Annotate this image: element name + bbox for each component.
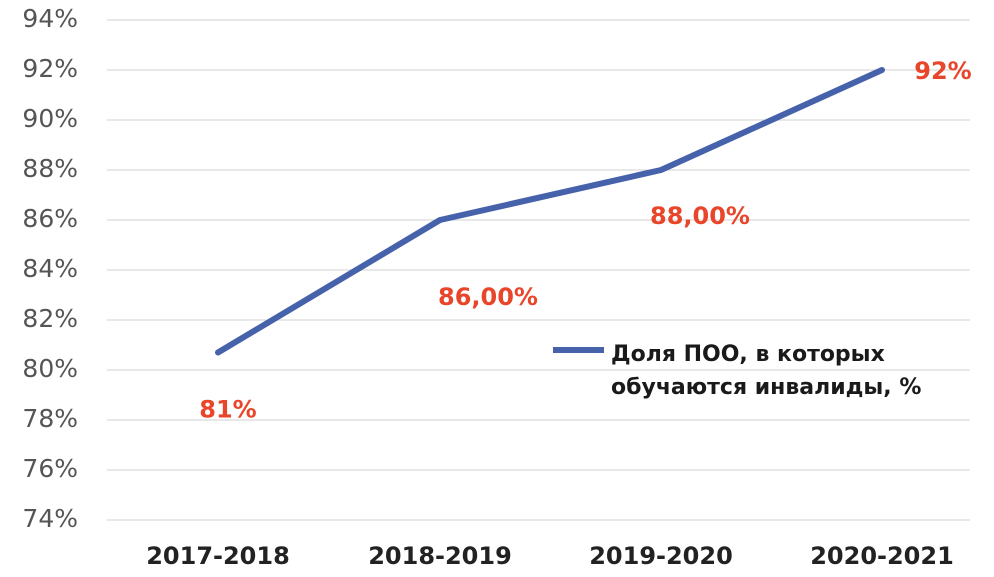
y-tick-label: 94% (22, 4, 78, 33)
line (215, 67, 885, 356)
y-tick-label: 84% (22, 254, 78, 283)
y-tick-label: 90% (22, 104, 78, 133)
legend-label: Доля ПОО, в которых обучаются инвалиды, … (611, 342, 922, 400)
data-label: 81% (199, 396, 256, 424)
y-tick-label: 76% (22, 454, 78, 483)
x-tick-label: 2019-2020 (589, 542, 733, 570)
y-tick-label: 82% (22, 304, 78, 333)
x-tick-label: 2020-2021 (810, 542, 954, 570)
y-tick-label: 74% (22, 504, 78, 533)
data-label: 88,00% (650, 202, 750, 230)
y-tick-label: 88% (22, 154, 78, 183)
y-tick-label: 86% (22, 204, 78, 233)
y-tick-label: 78% (22, 404, 78, 433)
x-tick-label: 2018-2019 (368, 542, 512, 570)
y-tick-label: 92% (22, 54, 78, 83)
x-tick-label: 2017-2018 (146, 542, 290, 570)
y-tick-label: 80% (22, 354, 78, 383)
data-label: 86,00% (438, 283, 538, 311)
data-label: 92% (914, 57, 971, 85)
